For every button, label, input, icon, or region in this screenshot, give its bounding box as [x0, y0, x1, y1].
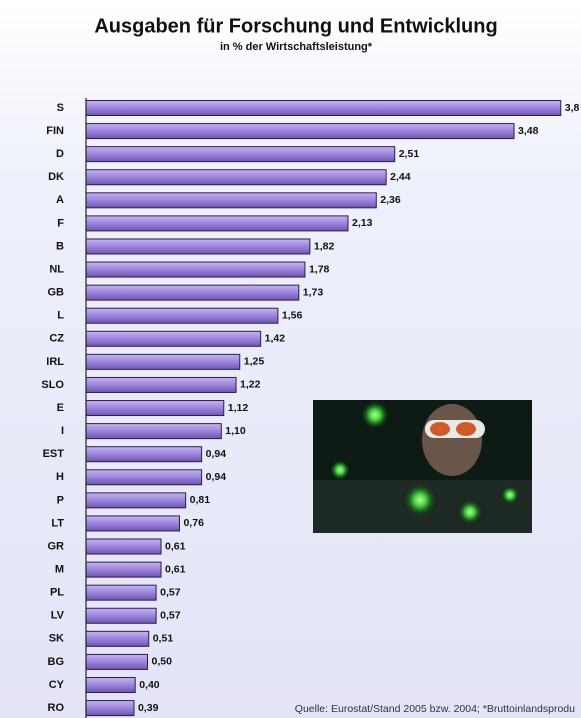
- plot: S 3,8 FIN 3,48 D 2,51 DK 2,44 A 2,36 F 2,13 B 1,82 NL 1…: [41, 98, 580, 718]
- bar: [85, 307, 279, 324]
- bar: [85, 261, 306, 278]
- value-label: 1,22: [240, 379, 261, 391]
- y-tick-label: PL: [50, 587, 64, 599]
- y-tick-label: S: [57, 102, 64, 114]
- bar: [85, 215, 349, 232]
- y-tick-label: SK: [49, 633, 64, 645]
- y-tick-label: E: [57, 402, 64, 414]
- y-tick-label: A: [56, 194, 64, 206]
- y-tick-label: DK: [48, 171, 64, 183]
- y-tick-label: I: [61, 425, 64, 437]
- bar: [85, 469, 203, 486]
- bar: [85, 700, 135, 717]
- y-tick-label: FIN: [46, 125, 64, 137]
- value-label: 1,82: [314, 240, 335, 252]
- bar: [85, 238, 311, 255]
- value-label: 1,78: [309, 263, 330, 275]
- bar: [85, 561, 162, 578]
- value-label: 2,36: [380, 194, 401, 206]
- value-label: 1,73: [303, 286, 324, 298]
- value-label: 2,51: [399, 148, 420, 160]
- bar: [85, 607, 157, 624]
- value-label: 0,40: [139, 679, 160, 691]
- y-tick-label: B: [56, 240, 64, 252]
- bar: [85, 515, 180, 532]
- photo: [313, 400, 532, 533]
- value-label: 0,51: [153, 633, 174, 645]
- bar: [85, 284, 300, 301]
- bar: [85, 446, 203, 463]
- bar: [85, 677, 136, 693]
- value-label: 0,57: [160, 610, 181, 622]
- y-tick-label: LV: [51, 610, 65, 622]
- y-tick-label: CY: [49, 679, 65, 691]
- value-label: 0,39: [138, 702, 159, 714]
- bar: [85, 146, 396, 163]
- value-label: 0,61: [165, 540, 186, 552]
- bar: [85, 492, 187, 509]
- y-tick-label: LT: [51, 517, 64, 529]
- bar: [85, 123, 515, 140]
- value-label: 1,56: [282, 310, 303, 322]
- value-label: 0,81: [190, 494, 211, 506]
- value-label: 0,57: [160, 586, 181, 598]
- y-tick-label: H: [56, 471, 64, 483]
- chart-title: Ausgaben für Forschung und Entwicklung: [94, 15, 497, 37]
- value-label: 3,8: [565, 102, 580, 114]
- value-label: 1,25: [244, 356, 265, 368]
- bar: [85, 100, 562, 116]
- value-label: 1,12: [228, 402, 249, 414]
- value-label: 1,42: [265, 333, 286, 345]
- value-label: 0,94: [206, 448, 227, 460]
- bar: [85, 169, 387, 186]
- bar: [85, 584, 157, 601]
- value-label: 0,50: [152, 656, 173, 668]
- source-note: Quelle: Eurostat/Stand 2005 bzw. 2004; *…: [295, 703, 575, 715]
- y-tick-label: NL: [49, 263, 64, 275]
- y-tick-label: CZ: [49, 333, 64, 345]
- bar: [85, 353, 241, 370]
- value-label: 2,13: [352, 217, 373, 229]
- value-label: 0,76: [183, 517, 204, 529]
- y-tick-label: SLO: [41, 379, 64, 391]
- y-tick-label: L: [57, 310, 64, 322]
- bar: [85, 192, 377, 209]
- bar: [85, 423, 222, 440]
- bar: [85, 538, 162, 555]
- y-tick-label: BG: [48, 656, 65, 668]
- y-tick-label: P: [57, 494, 64, 506]
- value-label: 1,10: [225, 425, 246, 437]
- y-tick-label: GR: [48, 540, 65, 552]
- value-label: 2,44: [390, 171, 411, 183]
- bar: [85, 630, 150, 647]
- y-tick-label: F: [57, 217, 64, 229]
- value-label: 3,48: [518, 125, 539, 137]
- bar: [85, 653, 148, 670]
- value-label: 0,61: [165, 563, 186, 575]
- chart-subtitle: in % der Wirtschaftsleistung*: [220, 41, 373, 53]
- y-tick-label: RO: [48, 702, 65, 714]
- y-tick-label: EST: [43, 448, 65, 460]
- y-tick-label: IRL: [46, 356, 64, 368]
- bar: [85, 330, 262, 347]
- bar: [85, 376, 237, 393]
- value-label: 0,94: [206, 471, 227, 483]
- y-tick-label: D: [56, 148, 64, 160]
- bar: [85, 400, 225, 417]
- y-tick-label: GB: [48, 287, 65, 299]
- y-tick-label: M: [55, 564, 64, 576]
